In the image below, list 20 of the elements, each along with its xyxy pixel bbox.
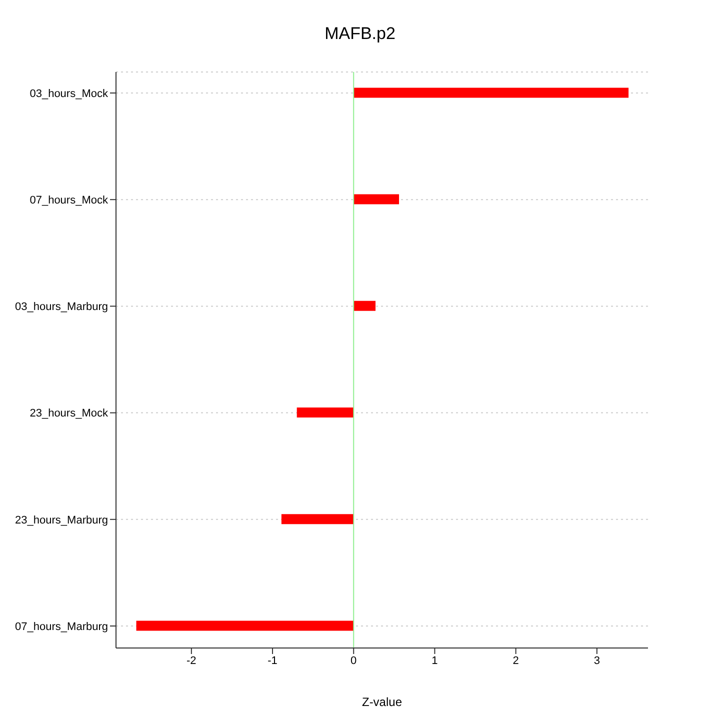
chart-title: MAFB.p2: [324, 24, 396, 44]
bar: [296, 408, 354, 418]
bar: [136, 620, 354, 631]
x-tick-label: 2: [512, 654, 519, 667]
bar: [354, 300, 376, 311]
bar: [354, 194, 400, 204]
bar: [281, 514, 354, 524]
y-tick-label: 23_hours_Mock: [30, 408, 108, 420]
y-tick-label: 07_hours_Marburg: [15, 620, 108, 633]
x-tick-label: 3: [594, 654, 600, 667]
x-tick-label: -2: [186, 654, 196, 667]
x-axis-title: Z-value: [362, 695, 402, 709]
x-tick-label: -1: [268, 654, 278, 667]
x-tick-label: 0: [350, 654, 357, 667]
x-tick-label: 1: [432, 654, 438, 667]
bar: [354, 88, 629, 98]
y-tick-label: 03_hours_Mock: [30, 88, 108, 100]
y-tick-label: 07_hours_Mock: [30, 194, 108, 207]
y-tick-label: 03_hours_Marburg: [15, 301, 108, 314]
y-tick-label: 23_hours_Marburg: [15, 514, 108, 526]
